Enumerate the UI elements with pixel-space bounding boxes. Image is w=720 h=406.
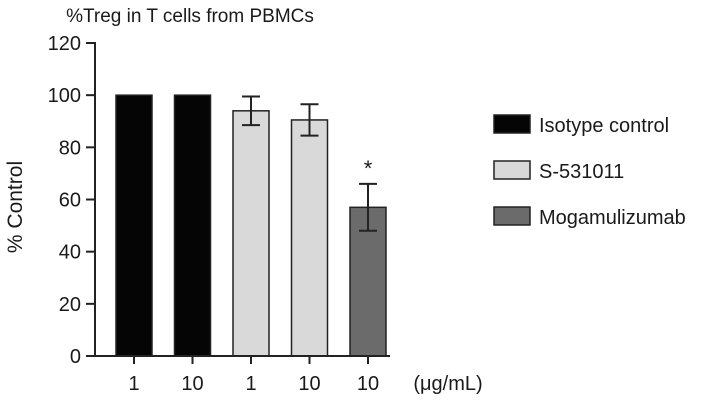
y-tick-label: 40	[59, 242, 81, 264]
y-tick-label: 20	[59, 294, 81, 316]
bar	[290, 119, 329, 357]
legend-swatch	[493, 160, 531, 180]
bar	[115, 94, 153, 357]
y-tick-label: 120	[48, 33, 81, 55]
legend-swatch	[493, 206, 531, 226]
x-tick-label: 1	[128, 373, 139, 395]
legend-swatch	[493, 114, 531, 134]
x-unit-label: (μg/mL)	[413, 373, 482, 395]
legend-label: S-531011	[539, 161, 624, 183]
y-tick-label: 100	[48, 85, 81, 107]
y-axis-label: % Control	[4, 161, 27, 253]
legend-label: Mogamulizumab	[539, 207, 686, 229]
y-tick-label: 0	[70, 346, 81, 368]
y-tick-label: 80	[59, 137, 81, 159]
legend-label: Isotype control	[539, 115, 669, 137]
y-axis: 0 20 40 60 80 100 120	[48, 33, 96, 368]
x-tick-label: 1	[245, 373, 256, 395]
x-tick-label: 10	[298, 373, 320, 395]
x-tick-label: 10	[357, 373, 379, 395]
significance-marker: *	[364, 156, 373, 181]
legend: Isotype control S-531011 Mogamulizumab	[493, 114, 686, 229]
bar	[232, 110, 270, 357]
y-tick-label: 60	[59, 190, 81, 212]
x-axis: 1 10 1 10 10	[95, 355, 390, 395]
bars: *	[115, 94, 387, 357]
chart-title: %Treg in T cells from PBMCs	[66, 6, 314, 27]
x-tick-label: 10	[181, 373, 203, 395]
bar	[173, 94, 212, 357]
